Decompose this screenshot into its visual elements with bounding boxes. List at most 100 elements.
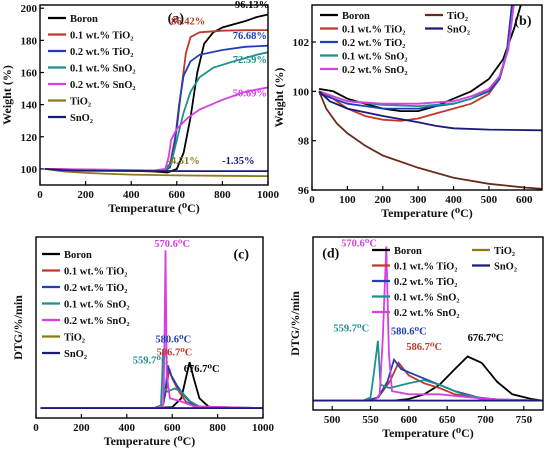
annotation-label: 586.7⁰C	[406, 342, 442, 353]
x-tick-label: 600	[516, 194, 533, 206]
annotation-label: 50.69%	[233, 89, 267, 100]
legend-entry-0-1-wt-sno2: 0.1 wt.% SnO₂	[342, 52, 408, 63]
x-tick-label: 550	[362, 414, 379, 426]
series-line-sno2	[318, 90, 542, 132]
y-tick-label: 98	[298, 136, 310, 148]
x-tick-label: 0	[33, 422, 39, 434]
y-tick-label: 140	[21, 100, 38, 112]
series-line-0-2-wt-tio2	[318, 5, 513, 110]
x-tick-label: 500	[481, 194, 498, 206]
series-line-0-1-wt-tio2	[40, 368, 263, 409]
x-tick-label: 500	[324, 414, 341, 426]
annotation-label: 559.7⁰C	[133, 356, 169, 367]
x-tick-label: 200	[73, 422, 90, 434]
annotation-label: 570.6⁰C	[341, 238, 377, 249]
legend-entry-0-2-wt-tio2: 0.2 wt.% TiO₂	[70, 47, 133, 58]
y-tick-label: 100	[293, 86, 310, 98]
x-tick-label: 400	[123, 189, 140, 201]
x-axis-label: Temperature (⁰C)	[381, 206, 473, 220]
x-tick-label: 600	[401, 414, 418, 426]
panel-b-weight-zoom: 0 100 200 300 400 500 600 96 98 100 102 Temperature…	[272, 4, 543, 220]
legend-entry-boron: Boron	[342, 11, 370, 22]
x-tick-label: 200	[375, 194, 392, 206]
legend-entry-sno2: SnO₂	[70, 113, 93, 124]
legend: Boron 0.1 wt.% TiO₂ 0.2 wt.% TiO₂ 0.1 wt.% …	[372, 246, 517, 319]
annotation-label: 676.7⁰C	[468, 333, 504, 344]
x-tick-label: 750	[516, 414, 533, 426]
series-line-0-1-wt-sno2	[313, 340, 543, 402]
annotation-label: 76.68%	[233, 31, 267, 42]
x-axis-label: Temperature (⁰C)	[104, 434, 196, 448]
legend-entry-sno2: SnO₂	[64, 349, 87, 360]
x-axis-label: Temperature (⁰C)	[108, 201, 200, 215]
series-line-boron	[313, 355, 543, 402]
legend-entry-tio2: TiO₂	[64, 333, 85, 344]
x-tick-label: 800	[214, 189, 231, 201]
y-tick-label: 102	[293, 37, 310, 49]
annotation-label: 580.6⁰C	[155, 334, 191, 345]
legend-entry-0-2-wt-tio2: 0.2 wt.% TiO₂	[342, 38, 405, 49]
x-tick-label: 300	[410, 194, 427, 206]
panel-label: (d)	[322, 247, 339, 262]
y-axis-label: DTG/%/min	[288, 291, 302, 356]
series-line-boron	[318, 5, 522, 112]
x-tick-label: 1000	[252, 422, 275, 434]
annotation-label: 86.42%	[171, 16, 205, 27]
legend: Boron 0.1 wt.% TiO₂ 0.2 wt.% TiO₂ 0.1 wt.% …	[48, 14, 136, 124]
legend-entry-sno2: SnO₂	[447, 25, 470, 36]
x-tick-label: 800	[209, 422, 226, 434]
legend-entry-0-1-wt-sno2: 0.1 wt.% SnO₂	[70, 64, 136, 75]
annotation-label: -4.51%	[167, 156, 199, 167]
plot-frame	[311, 4, 543, 191]
panel-label: (b)	[514, 14, 531, 29]
y-tick-label: 160	[21, 68, 38, 80]
series-line-sno2	[44, 168, 268, 172]
legend-entry-boron: Boron	[64, 250, 92, 261]
x-tick-label: 400	[119, 422, 136, 434]
legend-entry-0-1-wt-tio2: 0.1 wt.% TiO₂	[394, 262, 457, 273]
legend: Boron 0.1 wt.% TiO₂ 0.2 wt.% TiO₂ 0.1 wt.% …	[42, 250, 130, 360]
legend-entry-0-2-wt-sno2: 0.2 wt.% SnO₂	[64, 316, 130, 327]
series-group	[44, 13, 268, 178]
plot-frame	[39, 4, 269, 186]
panel-c-dtg-vs-temperature: 0 200 400 600 800 1000 Temperature (⁰C) DTG/%/m…	[11, 236, 275, 448]
x-tick-label: 0	[309, 194, 315, 206]
annotation-label: -1.35%	[222, 156, 254, 167]
annotation-label: 676.7⁰C	[184, 364, 220, 375]
y-axis-label: Weight (%)	[272, 68, 286, 128]
series-group	[313, 246, 543, 402]
legend-entry-0-2-wt-sno2: 0.2 wt.% SnO₂	[394, 308, 460, 319]
legend-entry-0-2-wt-sno2: 0.2 wt.% SnO₂	[342, 65, 408, 76]
series-group	[40, 250, 263, 409]
legend-entry-tio2: TiO₂	[70, 97, 91, 108]
legend-entry-sno2: SnO₂	[494, 262, 517, 273]
legend-entry-0-1-wt-sno2: 0.1 wt.% SnO₂	[394, 293, 460, 304]
panel-label: (a)	[168, 12, 185, 27]
series-line-0-2-wt-sno2	[40, 250, 263, 409]
x-axis-label: Temperature (⁰C)	[382, 426, 474, 440]
y-axis-label: DTG/%/min	[11, 295, 25, 360]
panel-label: (c)	[233, 247, 249, 262]
legend-entry-0-2-wt-tio2: 0.2 wt.% TiO₂	[64, 283, 127, 294]
y-tick-label: 200	[21, 3, 38, 15]
legend-entry-tio2: TiO₂	[494, 246, 515, 257]
annotation-label: 96.13%	[235, 0, 269, 11]
annotation-label: 586.7⁰C	[157, 347, 193, 358]
legend-entry-boron: Boron	[394, 246, 422, 257]
series-line-tio2	[318, 90, 542, 190]
legend-entry-0-1-wt-tio2: 0.1 wt.% TiO₂	[342, 25, 405, 36]
x-tick-label: 600	[164, 422, 181, 434]
y-tick-label: 100	[21, 164, 38, 176]
x-tick-label: 1000	[257, 189, 280, 201]
series-line-0-2-wt-tio2	[40, 365, 263, 409]
series-group	[318, 5, 542, 190]
plot-frame	[312, 236, 544, 411]
x-tick-label: 600	[169, 189, 186, 201]
annotation-label: 559.7⁰C	[333, 323, 369, 334]
legend-entry-0-2-wt-tio2: 0.2 wt.% TiO₂	[394, 277, 457, 288]
annotation-label: 72.59%	[233, 55, 267, 66]
panel-a-weight-vs-temperature: 0 200 400 600 800 1000 100 120 140 160 180 200 Tempe…	[0, 0, 280, 215]
x-tick-label: 0	[37, 189, 43, 201]
legend-entry-tio2: TiO₂	[447, 11, 468, 22]
